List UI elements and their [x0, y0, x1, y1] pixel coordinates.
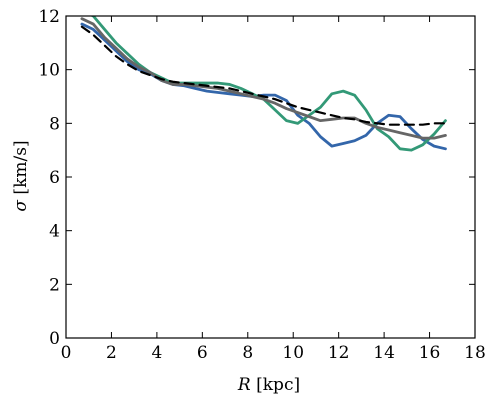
- x-tick-label: 14: [373, 343, 395, 363]
- series-line-1: [80, 22, 447, 151]
- x-tick-label: 16: [419, 343, 441, 363]
- y-tick-label: 6: [49, 168, 60, 188]
- x-tick-label: 6: [197, 343, 208, 363]
- x-tick-label: 8: [242, 343, 253, 363]
- y-tick-label: 12: [38, 7, 60, 27]
- x-tick-label: 4: [151, 343, 162, 363]
- y-tick-label: 2: [49, 275, 60, 295]
- y-tick-label: 4: [49, 222, 60, 242]
- x-tick-label: 2: [106, 343, 117, 363]
- y-tick-label: 10: [38, 61, 60, 81]
- x-tick-label: 10: [282, 343, 304, 363]
- series-layer: [80, 16, 447, 152]
- series-line-3: [80, 17, 447, 140]
- y-tick-label: 0: [49, 329, 60, 349]
- x-tick-label: 12: [328, 343, 350, 363]
- ticks-layer: 0 2 4 6 8 10 12 14 16 18 0 2 4 6 8 10 12: [38, 7, 485, 363]
- y-axis-label: σ [km/s]: [11, 140, 31, 211]
- series-line-4: [80, 25, 447, 126]
- x-tick-label: 18: [464, 343, 486, 363]
- x-tick-label: 0: [61, 343, 72, 363]
- plot-area: 0 2 4 6 8 10 12 14 16 18 0 2 4 6 8 10 12: [38, 7, 485, 363]
- x-axis-label: R [kpc]: [237, 375, 300, 395]
- y-tick-label: 8: [49, 114, 60, 134]
